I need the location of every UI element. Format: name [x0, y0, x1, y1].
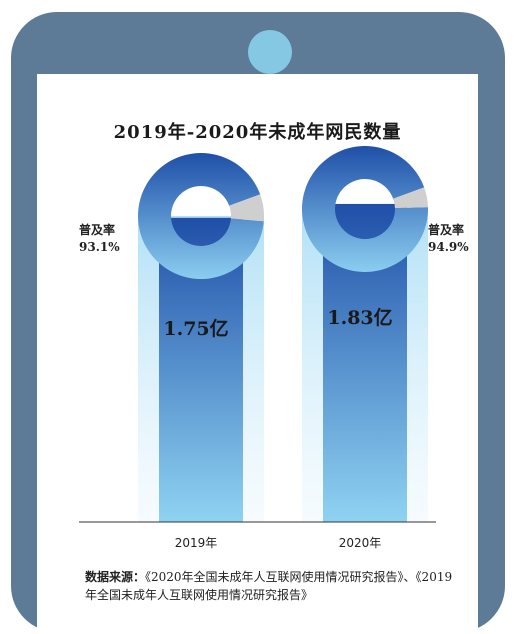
donut-remainder-slice: [229, 194, 264, 222]
penetration-value-2020: 94.9%: [428, 240, 469, 254]
donut-remainder-slice: [393, 187, 428, 209]
chart-title: 2019年-2020年未成年网民数量: [113, 122, 402, 143]
source-label: 数据来源：: [85, 570, 146, 584]
x-tick-2019: 2019年: [174, 536, 218, 550]
camera-icon: [248, 30, 292, 74]
bar-value-label-2019: 1.75亿: [163, 318, 229, 340]
data-source-note: 数据来源：《2020年全国未成年人互联网使用情况研究报告》、《2019年全国未成…: [85, 568, 457, 604]
x-tick-2020: 2020年: [338, 536, 382, 550]
donut-penetration-slice: [302, 145, 428, 272]
chart-svg: [79, 145, 436, 523]
penetration-name-2019: 普及率: [79, 223, 116, 237]
bar-value-label-2020: 1.83亿: [327, 307, 393, 329]
penetration-label-2019: 普及率 93.1%: [79, 222, 120, 256]
donut-penetration-slice: [138, 153, 264, 279]
source-text: 《2020年全国未成年人互联网使用情况研究报告》、《2019年全国未成年人互联网…: [85, 570, 453, 602]
penetration-label-2020: 普及率 94.9%: [428, 222, 469, 256]
penetration-name-2020: 普及率: [428, 223, 465, 237]
chart-screen: 2019年-2020年未成年网民数量 普及率 93.1% 普及率 94.9%: [37, 74, 478, 634]
penetration-value-2019: 93.1%: [79, 240, 120, 254]
